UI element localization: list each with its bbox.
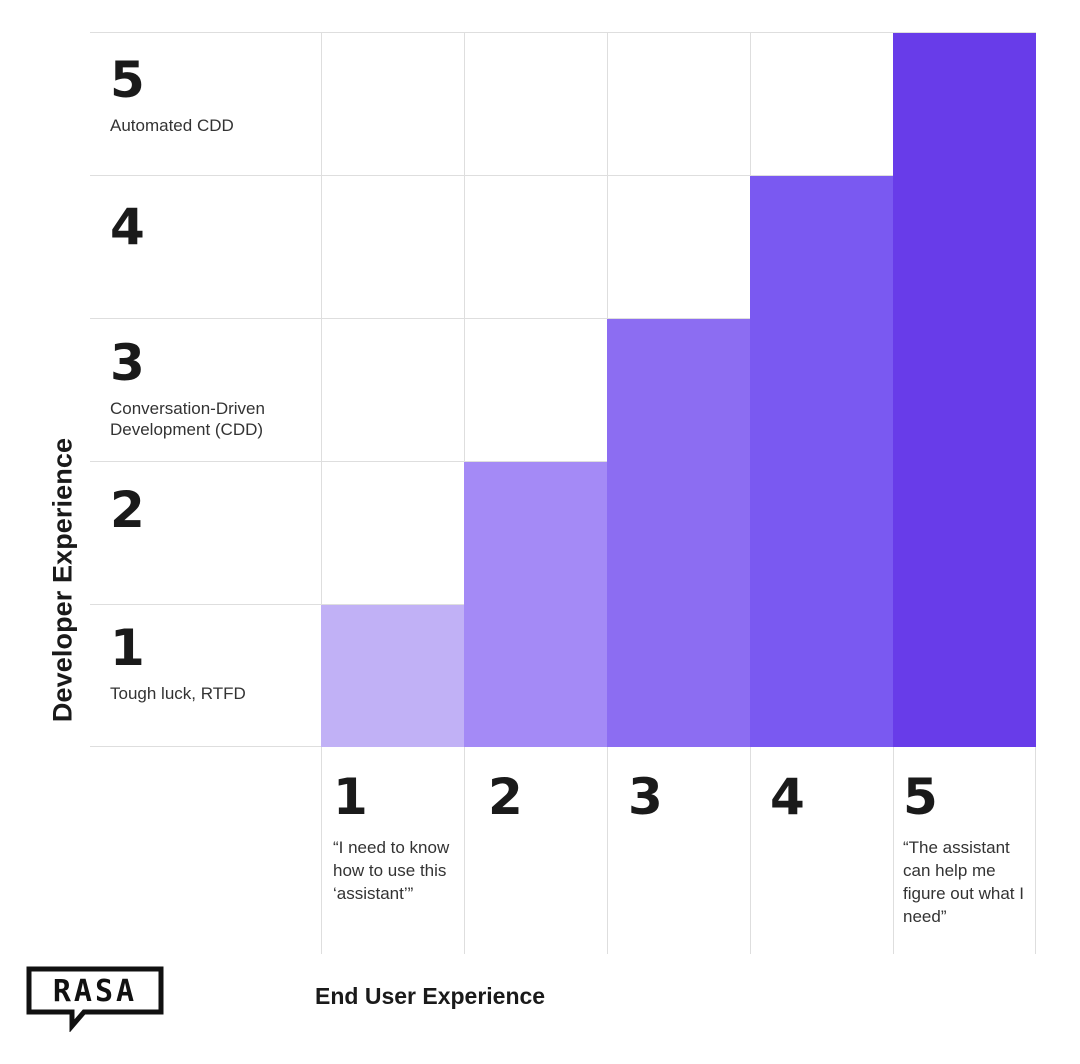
- row-label-3: 3 Conversation-Driven Development (CDD): [110, 338, 315, 440]
- row-level-number: 5: [110, 51, 145, 109]
- rasa-logo-icon: RASA: [26, 966, 164, 1033]
- column-level-number: 3: [628, 768, 663, 826]
- logo-text: RASA: [53, 974, 137, 1009]
- row-label-2: 2: [110, 485, 145, 535]
- row-level-description: Tough luck, RTFD: [110, 684, 246, 703]
- x-axis-title: End User Experience: [315, 983, 546, 1009]
- matrix-cell: [464, 605, 607, 747]
- column-level-description: “The assistant can help me figure out wh…: [903, 838, 1024, 926]
- matrix-cell: [464, 462, 607, 605]
- gridline: [90, 318, 1036, 319]
- column-label-3: 3: [628, 772, 663, 822]
- matrix-cell: [750, 319, 893, 462]
- matrix-cell: [750, 176, 893, 319]
- row-label-5: 5 Automated CDD: [110, 55, 234, 136]
- matrix-cell: [607, 462, 750, 605]
- matrix-cell: [750, 462, 893, 605]
- matrix-cell: [893, 176, 1036, 319]
- rasa-logo: RASA: [26, 966, 164, 1037]
- gridline: [90, 32, 1036, 33]
- gridline: [90, 175, 1036, 176]
- gridline: [90, 461, 1036, 462]
- row-label-4: 4: [110, 202, 145, 252]
- matrix-cell: [607, 319, 750, 462]
- matrix-cell: [893, 605, 1036, 747]
- matrix-cell: [893, 462, 1036, 605]
- column-level-number: 4: [770, 768, 805, 826]
- row-level-description: Conversation-Driven Development (CDD): [110, 399, 265, 439]
- row-level-number: 2: [110, 481, 145, 539]
- row-level-number: 4: [110, 198, 145, 256]
- matrix-cell: [607, 605, 750, 747]
- column-level-description: “I need to know how to use this ‘assista…: [333, 838, 450, 903]
- column-level-number: 5: [903, 768, 938, 826]
- column-label-1: 1 “I need to know how to use this ‘assis…: [333, 772, 458, 905]
- column-label-2: 2: [488, 772, 523, 822]
- matrix-cell: [321, 605, 464, 747]
- column-label-4: 4: [770, 772, 805, 822]
- row-label-1: 1 Tough luck, RTFD: [110, 623, 246, 704]
- matrix-cell: [893, 33, 1036, 176]
- row-level-number: 1: [110, 619, 145, 677]
- row-level-description: Automated CDD: [110, 116, 234, 135]
- matrix-cell: [750, 605, 893, 747]
- column-level-number: 1: [333, 768, 368, 826]
- y-axis-title: Developer Experience: [47, 437, 78, 723]
- matrix-cell: [893, 319, 1036, 462]
- row-level-number: 3: [110, 334, 145, 392]
- gridline: [321, 32, 322, 954]
- column-level-number: 2: [488, 768, 523, 826]
- column-label-5: 5 “The assistant can help me figure out …: [903, 772, 1031, 928]
